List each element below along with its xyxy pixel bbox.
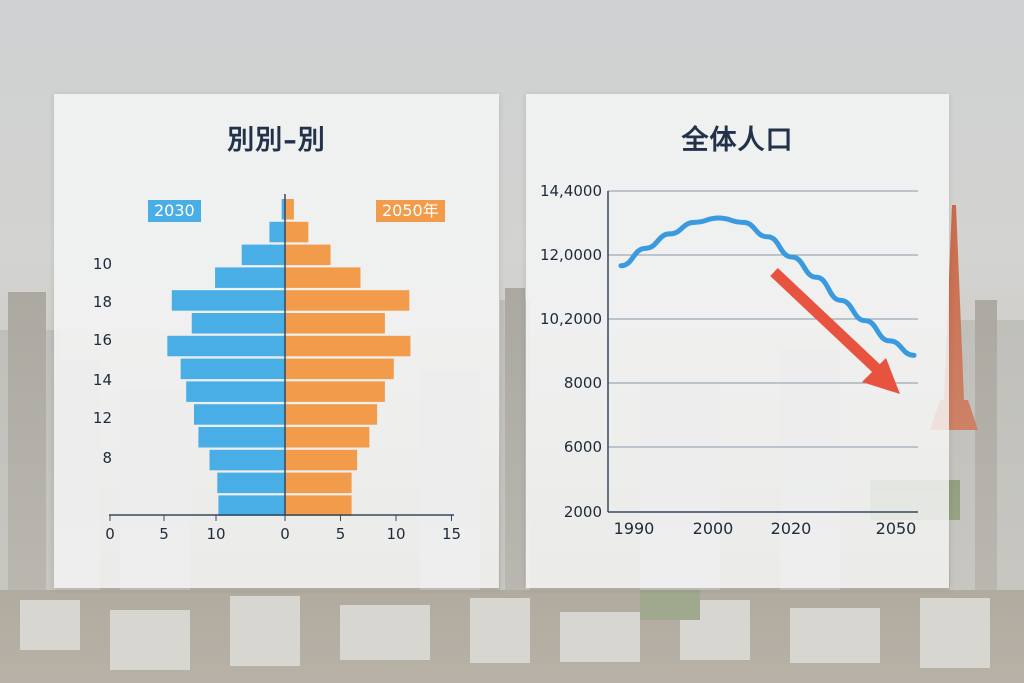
- x-tick-label: 1990: [614, 519, 655, 538]
- bar-2050: [285, 472, 352, 494]
- y-tick-label: 14,4000: [540, 182, 602, 200]
- y-tick-label: 6000: [564, 438, 602, 456]
- trend-arrow-head: [862, 358, 900, 394]
- bar-2030: [193, 404, 285, 425]
- x-tick-label: 2000: [693, 519, 734, 538]
- total-population-panel: 全体人口 14,4000 12,0000 10,2000 8000 6000 2000 19…: [526, 94, 949, 588]
- bar-2030: [171, 290, 285, 311]
- x-tick-label: 15: [442, 525, 461, 543]
- bar-2050: [285, 335, 411, 357]
- bar-2050: [285, 495, 352, 516]
- y-tick-label: 12,0000: [540, 246, 602, 264]
- x-tick-label: 5: [159, 525, 169, 543]
- pyramid-chart: 10 18 16 14 12 8 0 5 10 0 5 10 15: [93, 194, 461, 543]
- trend-arrow-shaft: [770, 267, 882, 375]
- population-pyramid-panel: 別別–別 2030 2050年 10 18 16 14 12 8 0 5 10 0 5 10 15: [54, 94, 499, 588]
- line-chart-title: 全体人口: [681, 125, 794, 156]
- bar-2050: [285, 313, 385, 334]
- bar-2050: [285, 449, 358, 471]
- legend-2030: 2030: [148, 200, 201, 222]
- y-tick-label: 10,2000: [540, 310, 602, 328]
- age-tick-label: 12: [93, 409, 112, 427]
- age-tick-label: 18: [93, 293, 112, 311]
- y-tick-label: 2000: [564, 503, 602, 521]
- x-tick-label: 0: [105, 525, 115, 543]
- bar-2030: [167, 335, 285, 357]
- x-tick-label: 0: [280, 525, 290, 543]
- bar-2050: [285, 267, 361, 288]
- age-tick-label: 10: [93, 255, 112, 273]
- x-tick-label: 2020: [771, 519, 812, 538]
- bar-2050: [285, 381, 385, 402]
- x-tick-label: 10: [206, 525, 225, 543]
- pyramid-title: 別別–別: [227, 125, 326, 156]
- x-tick-label: 10: [386, 525, 405, 543]
- age-tick-label: 8: [102, 449, 112, 467]
- bar-2050: [285, 358, 394, 380]
- bar-2030: [191, 313, 285, 334]
- age-tick-label: 14: [93, 371, 112, 389]
- bar-2030: [281, 199, 285, 220]
- bar-2030: [186, 381, 285, 402]
- population-line: [618, 215, 917, 358]
- x-tick-label: 2050: [876, 519, 917, 538]
- bar-2050: [285, 404, 378, 425]
- bar-2030: [215, 267, 285, 288]
- bar-2030: [180, 358, 285, 380]
- bar-2050: [285, 221, 309, 243]
- y-tick-label: 8000: [564, 374, 602, 392]
- age-tick-label: 16: [93, 331, 112, 349]
- x-tick-label: 5: [336, 525, 346, 543]
- bar-2050: [285, 244, 331, 266]
- bar-2050: [285, 199, 294, 220]
- bar-2030: [269, 221, 285, 243]
- bar-2050: [285, 427, 370, 448]
- legend-2050: 2050年: [376, 200, 445, 222]
- bar-2050: [285, 290, 410, 311]
- bar-2030: [218, 495, 285, 516]
- bar-2030: [241, 244, 285, 266]
- line-chart: 14,4000 12,0000 10,2000 8000 6000 2000 1990 200…: [540, 182, 918, 538]
- bar-2030: [198, 427, 285, 448]
- bar-2030: [217, 472, 285, 494]
- bar-2030: [209, 449, 285, 471]
